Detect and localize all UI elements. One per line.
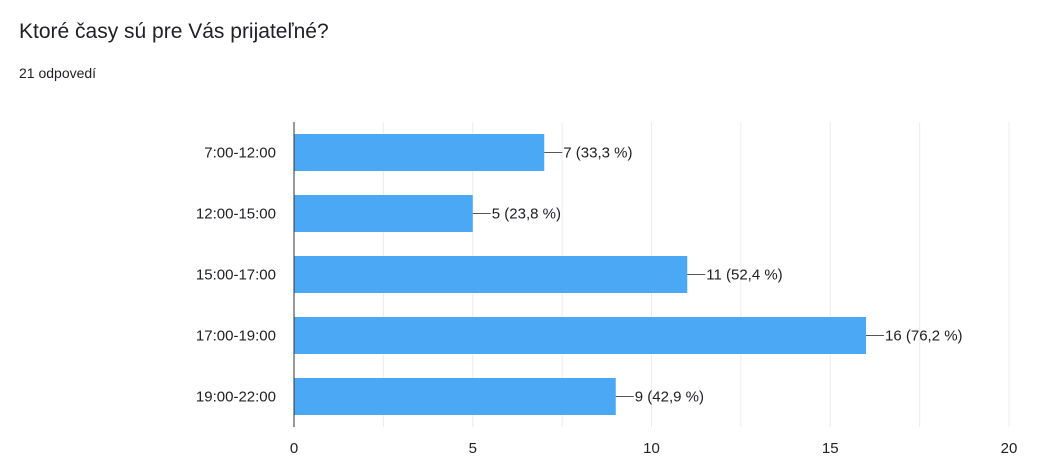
x-tick-label: 15 — [822, 440, 839, 457]
bar — [294, 134, 545, 171]
data-label: 9 (42,9 %) — [635, 389, 704, 406]
response-count: 21 odpovedí — [19, 65, 97, 81]
x-tick-label: 0 — [290, 440, 298, 457]
x-tick-label: 10 — [643, 440, 660, 457]
category-label: 15:00-17:00 — [196, 267, 276, 284]
bars — [294, 134, 866, 415]
x-tick-labels: 0 5 10 15 20 — [290, 440, 1018, 457]
data-labels: 7 (33,3 %) 5 (23,8 %) 11 (52,4 %) 16 (76,2 … — [472, 145, 963, 406]
question-title: Ktoré časy sú pre Vás prijateľné? — [19, 20, 329, 43]
data-label: 5 (23,8 %) — [492, 206, 561, 223]
data-label: 11 (52,4 %) — [706, 267, 782, 284]
bar — [294, 378, 616, 415]
data-label: 16 (76,2 %) — [885, 328, 963, 345]
bar — [294, 256, 688, 293]
category-labels: 7:00-12:00 12:00-15:00 15:00-17:00 17:00-19… — [196, 145, 276, 406]
data-label: 7 (33,3 %) — [563, 145, 632, 162]
category-label: 19:00-22:00 — [196, 389, 276, 406]
x-tick-label: 5 — [469, 440, 477, 457]
x-tick-label: 20 — [1001, 440, 1018, 457]
category-label: 17:00-19:00 — [196, 328, 276, 345]
grid-lines — [382, 122, 1010, 427]
bar — [294, 317, 866, 354]
category-label: 7:00-12:00 — [204, 145, 276, 162]
category-label: 12:00-15:00 — [196, 206, 276, 223]
bar — [294, 195, 473, 232]
